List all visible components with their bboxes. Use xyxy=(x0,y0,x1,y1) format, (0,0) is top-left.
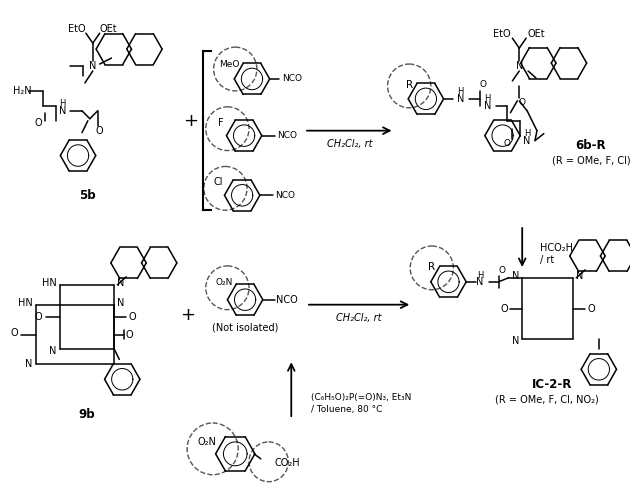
Text: NCO: NCO xyxy=(277,131,298,140)
Text: O: O xyxy=(498,266,505,275)
Text: O: O xyxy=(125,330,133,340)
Text: H: H xyxy=(477,271,483,280)
Text: MeO: MeO xyxy=(220,59,240,68)
Text: CO₂H: CO₂H xyxy=(275,458,300,468)
Text: CH₂Cl₂, rt: CH₂Cl₂, rt xyxy=(337,313,382,323)
Text: F: F xyxy=(218,118,223,128)
Text: O: O xyxy=(479,80,486,90)
Text: EtO: EtO xyxy=(68,24,86,34)
Text: N: N xyxy=(59,106,66,116)
Text: O: O xyxy=(587,303,595,314)
Text: O: O xyxy=(35,118,42,128)
Text: / rt: / rt xyxy=(540,255,554,265)
Text: (C₆H₅O)₂P(=O)N₃, Et₃N: (C₆H₅O)₂P(=O)N₃, Et₃N xyxy=(311,393,412,401)
Text: (R = OMe, F, Cl, NO₂): (R = OMe, F, Cl, NO₂) xyxy=(495,394,598,404)
Text: +: + xyxy=(184,112,198,130)
Text: CH₂Cl₂, rt: CH₂Cl₂, rt xyxy=(326,139,372,148)
Text: EtO: EtO xyxy=(493,29,510,39)
Text: 6b-R: 6b-R xyxy=(575,139,606,152)
Text: NCO: NCO xyxy=(282,74,302,84)
Text: 5b: 5b xyxy=(79,189,96,202)
Text: O: O xyxy=(128,312,136,322)
Text: N: N xyxy=(89,61,97,71)
Text: N: N xyxy=(49,346,56,356)
Text: R: R xyxy=(406,80,413,90)
Text: Cl: Cl xyxy=(214,177,223,188)
Text: H: H xyxy=(484,95,491,103)
Text: N: N xyxy=(512,337,519,346)
Text: 9b: 9b xyxy=(79,407,95,421)
Text: O: O xyxy=(96,126,104,136)
Text: (Not isolated): (Not isolated) xyxy=(212,323,278,333)
Text: H₂N: H₂N xyxy=(13,86,32,96)
Text: N: N xyxy=(117,297,125,308)
Text: HN: HN xyxy=(42,278,56,288)
Text: O: O xyxy=(10,328,18,338)
Text: N: N xyxy=(476,277,484,287)
Text: N: N xyxy=(484,101,492,111)
Text: / Toluene, 80 °C: / Toluene, 80 °C xyxy=(311,404,382,414)
Text: H: H xyxy=(59,99,65,108)
Text: N: N xyxy=(512,271,519,281)
Text: N: N xyxy=(576,271,584,281)
Text: O: O xyxy=(518,99,525,107)
Text: OEt: OEt xyxy=(100,24,117,34)
Text: O₂N: O₂N xyxy=(198,437,217,447)
Text: N: N xyxy=(516,61,523,71)
Text: N: N xyxy=(26,359,33,369)
Text: O: O xyxy=(500,303,508,314)
Text: N: N xyxy=(117,278,125,288)
Text: R: R xyxy=(428,262,435,272)
Text: N: N xyxy=(456,94,464,104)
Text: H: H xyxy=(457,88,463,97)
Text: O: O xyxy=(35,312,42,322)
Text: NCO: NCO xyxy=(275,191,296,200)
Text: HN: HN xyxy=(18,297,33,308)
Text: +: + xyxy=(180,305,196,324)
Text: NCO: NCO xyxy=(276,295,298,305)
Text: HCO₂H: HCO₂H xyxy=(540,243,573,253)
Text: N: N xyxy=(524,136,531,146)
Text: H: H xyxy=(524,129,531,138)
Text: O: O xyxy=(504,139,511,148)
Text: OEt: OEt xyxy=(527,29,545,39)
Text: (R = OMe, F, Cl): (R = OMe, F, Cl) xyxy=(552,155,630,165)
Text: O₂N: O₂N xyxy=(216,278,233,287)
Text: IC-2-R: IC-2-R xyxy=(531,378,572,391)
